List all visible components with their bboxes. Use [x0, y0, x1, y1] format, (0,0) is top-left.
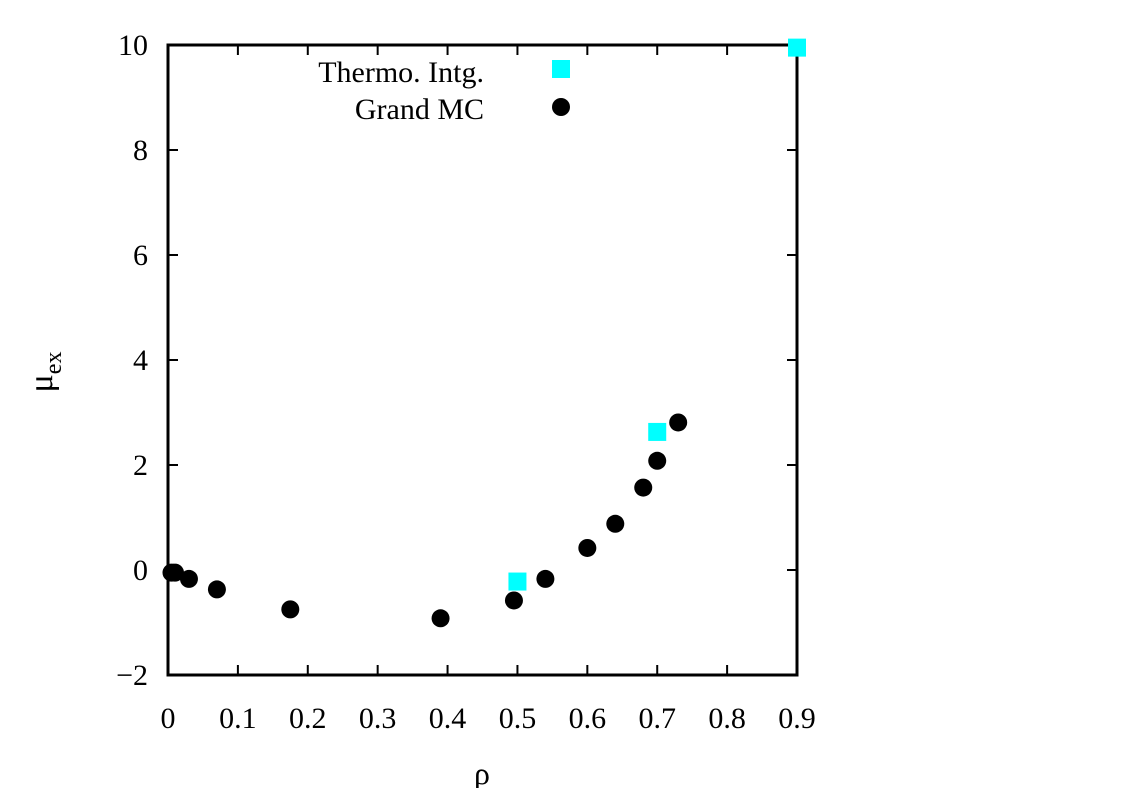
legend-square-marker: [552, 60, 570, 78]
x-tick-label: 0: [161, 702, 176, 735]
grand-mc-point: [431, 609, 450, 628]
grand-mc-point: [504, 591, 523, 610]
x-tick-label: 0.7: [638, 702, 676, 735]
x-axis-label: ρ: [474, 755, 490, 788]
grand-mc-point: [578, 538, 597, 557]
thermo-intg-point: [788, 38, 806, 57]
thermo-intg-point: [648, 422, 667, 441]
grand-mc-point: [669, 413, 688, 432]
thermo-intg-point: [508, 572, 527, 591]
grand-mc-point: [165, 563, 184, 582]
y-axis-label-main: μ: [23, 374, 60, 392]
y-axis-label: μex: [23, 352, 67, 393]
plot-frame: [166, 43, 799, 677]
legend-label: Grand MC: [355, 93, 484, 126]
y-tick-label: 8: [133, 134, 148, 167]
y-axis-label-sub: ex: [41, 352, 67, 375]
x-tick-label: 0.9: [778, 702, 816, 735]
y-tick-label: −2: [116, 659, 148, 692]
grand-mc-point: [207, 580, 226, 599]
y-tick-label: 6: [133, 239, 148, 272]
grand-mc-point: [179, 569, 198, 588]
y-tick-label: 0: [133, 554, 148, 587]
y-tick-label: 2: [133, 449, 148, 482]
x-tick-label: 0.3: [359, 702, 397, 735]
grand-mc-point: [606, 514, 625, 533]
x-tick-label: 0.4: [429, 702, 467, 735]
grand-mc-point: [281, 600, 300, 619]
y-tick-label: 4: [133, 344, 148, 377]
x-tick-label: 0.1: [219, 702, 257, 735]
x-tick-label: 0.6: [569, 702, 607, 735]
grand-mc-point: [648, 451, 667, 470]
legend-circle-marker: [552, 98, 570, 116]
grand-mc-point: [634, 478, 653, 497]
grand-mc-point: [536, 569, 555, 588]
x-tick-label: 0.8: [708, 702, 746, 735]
x-tick-label: 0.5: [499, 702, 537, 735]
x-tick-label: 0.2: [289, 702, 327, 735]
legend-label: Thermo. Intg.: [318, 56, 484, 89]
y-tick-label: 10: [118, 29, 148, 62]
